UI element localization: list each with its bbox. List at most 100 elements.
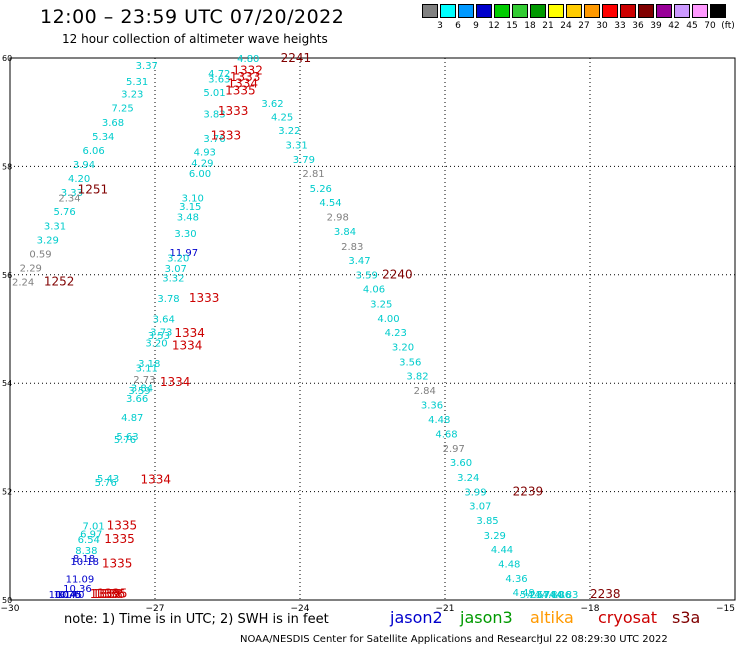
color-scale-tick: 6 <box>455 21 461 31</box>
wave-height-label: 3.59 <box>128 386 150 397</box>
y-tick-label: 52 <box>2 488 12 497</box>
pass-time-label: 2241 <box>281 51 312 65</box>
color-scale-tick: 15 <box>506 21 518 31</box>
wave-height-label: 10.36 <box>63 584 92 595</box>
color-scale-tick: 9 <box>473 21 479 31</box>
wave-height-label: 10.40 <box>56 590 85 601</box>
wave-height-label: 3.84 <box>131 383 153 394</box>
pass-time-label: 1339 <box>90 587 121 601</box>
wave-height-label: 3.07 <box>165 264 187 275</box>
wave-height-label: 3.53 <box>148 331 170 342</box>
color-swatch <box>656 4 672 18</box>
color-scale-tick: 30 <box>596 21 608 31</box>
wave-height-label: 4.86 <box>549 590 571 601</box>
pass-time-label: 1336 <box>95 587 126 601</box>
wave-height-label: 3.11 <box>136 363 158 374</box>
wave-height-label: 3.78 <box>157 294 179 305</box>
color-scale-tick: 3 <box>437 21 443 31</box>
color-swatch <box>620 4 636 18</box>
pass-time-label: 2239 <box>513 484 544 498</box>
chart-subtitle: 12 hour collection of altimeter wave hei… <box>62 32 328 46</box>
footer-note: note: 1) Time is in UTC; 2) SWH is in fe… <box>64 612 329 627</box>
wave-height-label: 3.07 <box>469 501 491 512</box>
wave-height-label: 3.94 <box>73 160 95 171</box>
wave-height-label: 5.76 <box>114 435 136 446</box>
wave-height-label: 7.25 <box>112 104 134 115</box>
wave-height-label: 4.44 <box>491 545 513 556</box>
pass-time-label: 1335 <box>225 83 256 97</box>
pass-time-label: 1334 <box>228 76 259 90</box>
pass-time-label: 1335 <box>104 532 135 546</box>
wave-height-label: 10.45 <box>54 590 83 601</box>
x-tick-label: −21 <box>436 604 455 614</box>
x-tick-label: −24 <box>291 604 310 614</box>
wave-height-label: 3.36 <box>421 401 443 412</box>
wave-height-label: 4.29 <box>191 158 213 169</box>
wave-height-label: 6.06 <box>83 146 105 157</box>
color-swatch <box>602 4 618 18</box>
wave-height-label: 8.18 <box>73 554 95 565</box>
color-scale-tick: 24 <box>560 21 572 31</box>
wave-height-label: 4.80 <box>237 54 259 65</box>
wave-height-label: 9.76 <box>58 590 80 601</box>
y-tick-label: 56 <box>2 271 12 280</box>
pass-time-label: 1335 <box>102 556 133 570</box>
wave-height-label: 3.63 <box>208 74 230 85</box>
wave-height-label: 3.24 <box>457 473 479 484</box>
wave-height-label: 3.33 <box>61 188 83 199</box>
chart-title: 12:00 – 23:59 UTC 07/20/2022 <box>40 6 345 28</box>
wave-height-label: 3.60 <box>450 458 472 469</box>
wave-height-label: 5.26 <box>310 184 332 195</box>
color-swatch <box>566 4 582 18</box>
wave-height-label: 4.87 <box>121 413 143 424</box>
wave-height-label: 8.38 <box>75 546 97 557</box>
wave-height-label: 3.22 <box>278 126 300 137</box>
wave-height-label: 4.23 <box>385 328 407 339</box>
wave-height-label: 4.00 <box>377 314 399 325</box>
footer-credit: NOAA/NESDIS Center for Satellite Applica… <box>240 634 543 645</box>
color-swatch <box>458 4 474 18</box>
footer-timestamp: Jul 22 08:29:30 UTC 2022 <box>540 634 668 645</box>
color-scale-tick: 33 <box>614 21 626 31</box>
wave-height-label: 3.48 <box>177 213 199 224</box>
wave-height-label: 2.34 <box>58 194 80 205</box>
color-swatch <box>494 4 510 18</box>
satellite-legend-altika: altika <box>530 608 574 627</box>
pass-time-label: 1334 <box>141 472 172 486</box>
wave-height-label: 4.80 <box>542 590 564 601</box>
color-swatch <box>710 4 726 18</box>
wave-height-label: 5.76 <box>54 207 76 218</box>
wave-height-label: 10.18 <box>70 557 99 568</box>
color-scale-tick: 18 <box>524 21 536 31</box>
x-tick-label: −30 <box>1 604 20 614</box>
x-tick-label: −15 <box>716 604 735 614</box>
wave-height-label: 5.63 <box>116 432 138 443</box>
pass-time-label: 1334 <box>160 375 191 389</box>
color-scale-tick: 12 <box>488 21 500 31</box>
pass-time-label: 1338 <box>92 587 123 601</box>
color-swatch <box>674 4 690 18</box>
color-scale-tick: 70 <box>704 21 716 31</box>
pass-time-label: 1334 <box>174 326 205 340</box>
color-swatch <box>440 4 456 18</box>
wave-height-label: 3.25 <box>370 299 392 310</box>
wave-height-label: 10.17 <box>49 590 78 601</box>
wave-height-label: 6.97 <box>80 530 102 541</box>
wave-height-label: 3.85 <box>476 516 498 527</box>
wave-height-label: 3.20 <box>167 253 189 264</box>
wave-height-label: 2.81 <box>302 169 324 180</box>
x-tick-label: −27 <box>146 604 165 614</box>
color-swatch <box>692 4 708 18</box>
wave-height-label: 4.93 <box>194 148 216 159</box>
pass-time-label: 1333 <box>230 70 261 84</box>
color-swatch <box>638 4 654 18</box>
wave-height-label: 3.83 <box>203 110 225 121</box>
wave-height-label: 2.24 <box>12 278 34 289</box>
color-scale-tick: 39 <box>650 21 662 31</box>
color-scale-tick: 27 <box>578 21 590 31</box>
wave-height-label: 5.43 <box>97 474 119 485</box>
wave-height-label: 4.54 <box>319 198 341 209</box>
wave-height-label: 3.59 <box>356 271 378 282</box>
wave-height-label: 3.64 <box>153 314 175 325</box>
wave-height-label: 4.48 <box>498 559 520 570</box>
